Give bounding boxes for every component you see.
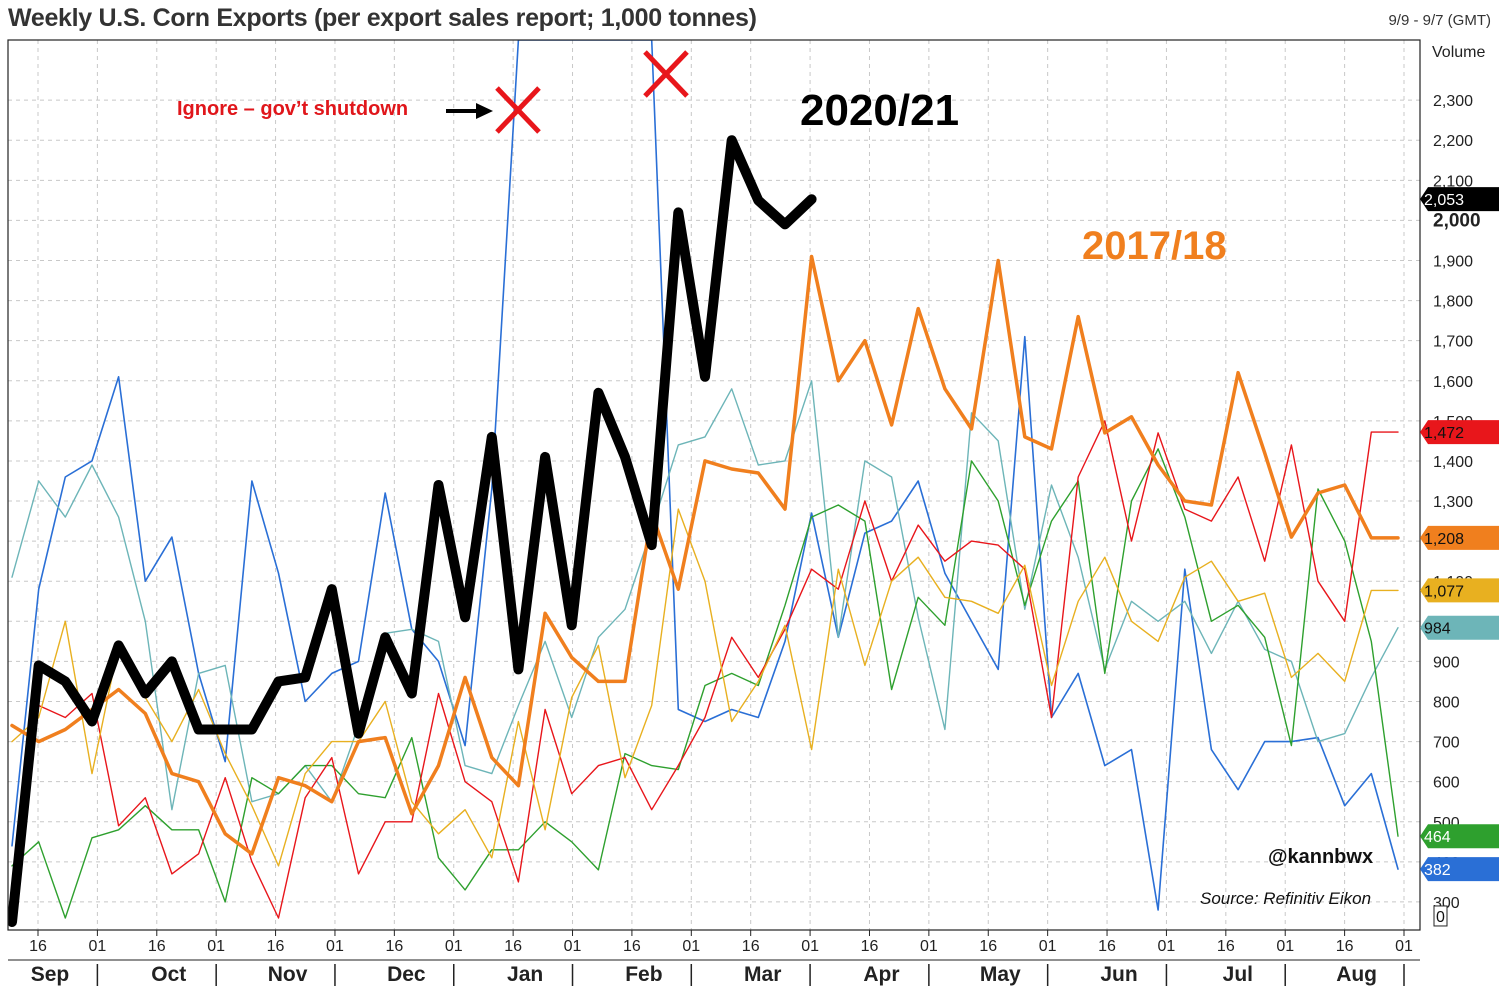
- series-line-gold-series: [11, 508, 1399, 867]
- badge-label: 1,077: [1424, 583, 1464, 600]
- label-2017-18: 2017/18: [1082, 224, 1227, 268]
- x-tick-label: 01: [1395, 938, 1413, 955]
- chart-title: Weekly U.S. Corn Exports (per export sal…: [8, 4, 757, 32]
- month-label: May: [980, 963, 1021, 986]
- series-line-2017-18: [10, 254, 1400, 856]
- series-line-2020-21: [8, 135, 817, 927]
- badge-label: 0: [1436, 909, 1445, 926]
- date-range: 9/9 - 9/7 (GMT): [1388, 12, 1491, 29]
- x-stroke: [495, 86, 541, 134]
- x-tick-label: 01: [682, 938, 700, 955]
- x-stroke: [643, 50, 689, 98]
- month-label: Jun: [1100, 963, 1137, 986]
- x-tick-label: 16: [504, 938, 522, 955]
- x-tick-label: 01: [1158, 938, 1176, 955]
- value-badge: [1420, 525, 1499, 550]
- month-label: Feb: [625, 963, 662, 986]
- x-tick-label: 16: [29, 938, 47, 955]
- x-tick-label: 16: [861, 938, 879, 955]
- month-label: Apr: [863, 963, 899, 986]
- month-label: Nov: [268, 963, 308, 986]
- x-tick-label: 01: [801, 938, 819, 955]
- annotation-marks: [446, 50, 689, 134]
- shutdown-annotation: Ignore – gov’t shutdown: [177, 98, 409, 120]
- y-tick-label: 900: [1433, 654, 1460, 671]
- value-badge: [1420, 615, 1499, 640]
- ignore-x-marker: [643, 50, 689, 98]
- badge-label: 2,053: [1424, 192, 1464, 209]
- y-tick-label: 2,100: [1433, 173, 1473, 190]
- zero-badge: [1433, 905, 1448, 927]
- y-tick-label: 2,200: [1433, 133, 1473, 150]
- y-tick-label: 600: [1433, 775, 1460, 792]
- x-tick-label: 01: [88, 938, 106, 955]
- source-note: Source: Refinitiv Eikon: [1200, 889, 1372, 908]
- y-tick-label: 1,300: [1433, 494, 1473, 511]
- axes: 3004005006007008009001,0001,1001,2001,30…: [7, 39, 1481, 986]
- month-label: Jul: [1223, 963, 1253, 986]
- x-tick-label: 16: [742, 938, 760, 955]
- badge-label: 382: [1424, 862, 1451, 879]
- series-line-red-series: [11, 420, 1399, 927]
- series-line-green-series: [11, 448, 1399, 919]
- x-tick-label: 01: [1039, 938, 1057, 955]
- x-tick-label: 16: [148, 938, 166, 955]
- series-line-teal-series: [11, 380, 1399, 811]
- x-tick-label: 01: [326, 938, 344, 955]
- x-tick-label: 01: [920, 938, 938, 955]
- x-tick-label: 16: [979, 938, 997, 955]
- y-tick-label: 800: [1433, 694, 1460, 711]
- value-badges: 2,053 1,472 1,208 1,077 984 464 382 0: [1420, 187, 1499, 927]
- x-tick-label: 01: [1276, 938, 1294, 955]
- month-label: Oct: [151, 963, 186, 986]
- badge-label: 1,208: [1424, 531, 1464, 548]
- y-tick-label: 1,700: [1433, 334, 1473, 351]
- month-label: Aug: [1336, 963, 1377, 986]
- y-tick-label: 2,300: [1433, 93, 1473, 110]
- y-tick-label: 2,000: [1433, 210, 1481, 231]
- value-badge: [1420, 187, 1499, 212]
- badge-label: 984: [1424, 621, 1451, 638]
- y-tick-label: 1,400: [1433, 454, 1473, 471]
- x-tick-label: 16: [1217, 938, 1235, 955]
- x-tick-label: 16: [623, 938, 641, 955]
- y-tick-label: 700: [1433, 735, 1460, 752]
- month-label: Sep: [31, 963, 70, 986]
- volume-label: Volume: [1432, 44, 1486, 61]
- author-handle: @kannbwx: [1268, 846, 1374, 868]
- x-tick-label: 16: [1336, 938, 1354, 955]
- x-tick-label: 01: [445, 938, 463, 955]
- badge-label: 464: [1424, 829, 1451, 846]
- series-layer: [8, 40, 1400, 927]
- y-tick-label: 1,800: [1433, 294, 1473, 311]
- value-badge: [1420, 420, 1499, 445]
- value-badge: [1420, 578, 1499, 603]
- month-label: Mar: [744, 963, 781, 986]
- month-label: Jan: [507, 963, 543, 986]
- x-tick-label: 01: [564, 938, 582, 955]
- arrow-head: [476, 103, 493, 119]
- value-badge: [1420, 857, 1499, 882]
- series-line-blue-series: [11, 40, 1399, 911]
- ignore-x-marker: [495, 86, 541, 134]
- x-tick-label: 16: [1098, 938, 1116, 955]
- month-label: Dec: [387, 963, 426, 986]
- grid: [8, 40, 1420, 930]
- y-tick-label: 1,600: [1433, 374, 1473, 391]
- label-2020-21: 2020/21: [800, 86, 960, 135]
- x-tick-label: 01: [207, 938, 225, 955]
- plot-frame: [7, 39, 1421, 931]
- y-tick-label: 1,900: [1433, 253, 1473, 270]
- badge-label: 1,472: [1424, 425, 1464, 442]
- x-tick-label: 16: [385, 938, 403, 955]
- x-tick-label: 16: [267, 938, 285, 955]
- value-badge: [1420, 824, 1499, 849]
